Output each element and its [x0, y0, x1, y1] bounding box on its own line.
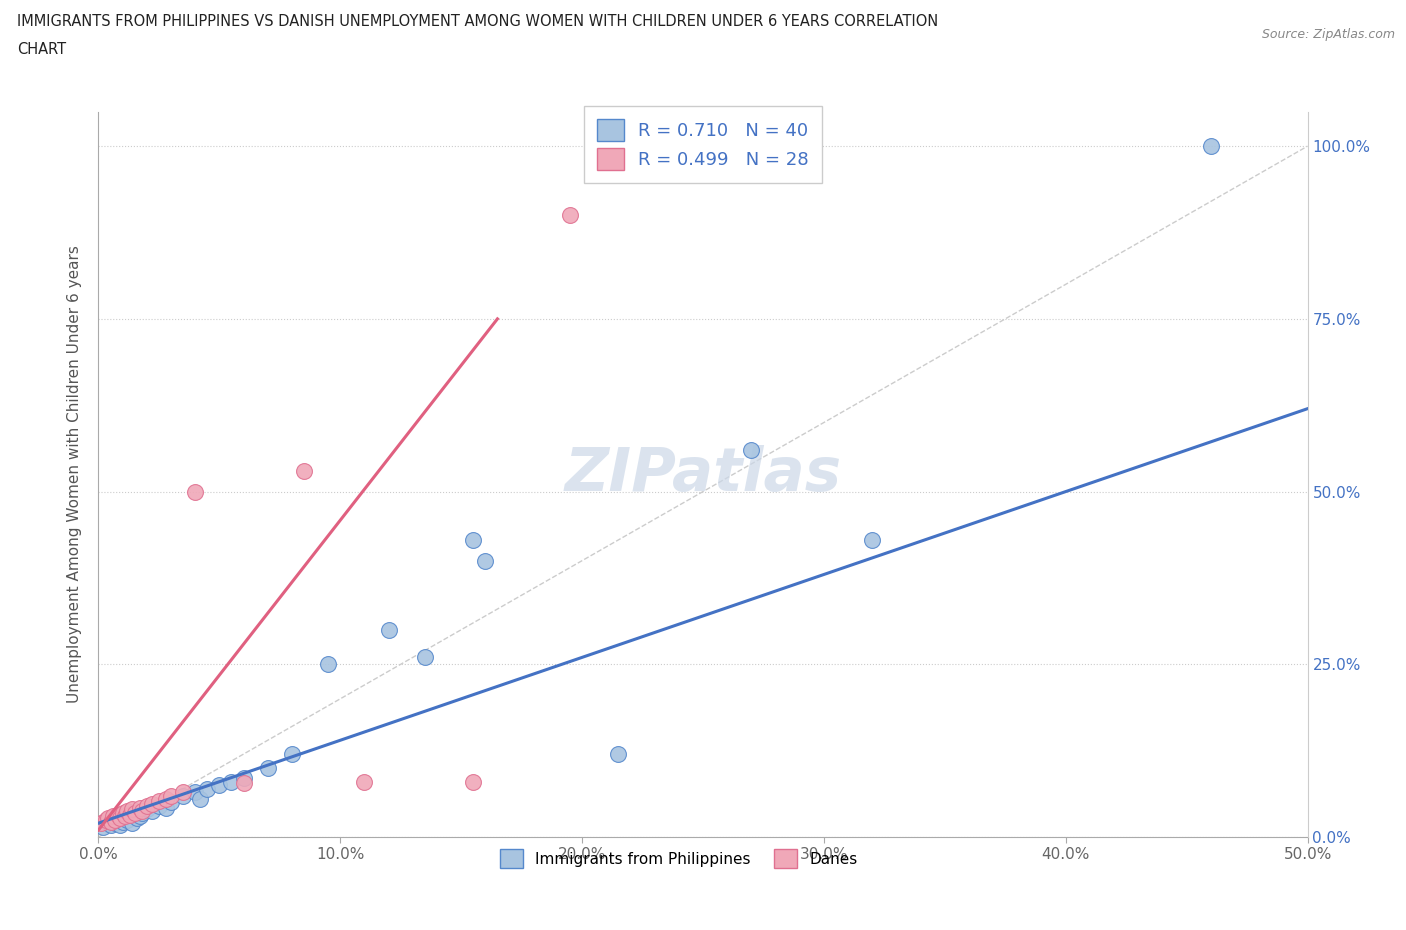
Point	[232, 776, 254, 790]
Point	[131, 804, 153, 818]
Point	[100, 817, 122, 832]
Point	[107, 807, 129, 822]
Point	[141, 804, 163, 818]
Point	[124, 805, 146, 820]
Point	[117, 812, 139, 827]
Point	[90, 816, 112, 830]
Point	[184, 785, 207, 800]
Legend: Immigrants from Philippines, Danes: Immigrants from Philippines, Danes	[488, 837, 869, 880]
Point	[281, 747, 304, 762]
Point	[155, 791, 177, 806]
Point	[160, 795, 183, 810]
Point	[97, 816, 120, 830]
Point	[377, 622, 399, 637]
Point	[118, 807, 141, 822]
Point	[135, 802, 157, 817]
Point	[184, 485, 207, 499]
Point	[148, 793, 170, 808]
Point	[121, 802, 143, 817]
Point	[860, 533, 883, 548]
Point	[111, 815, 134, 830]
Point	[292, 463, 315, 478]
Point	[107, 812, 129, 827]
Point	[104, 812, 127, 827]
Point	[135, 799, 157, 814]
Point	[188, 791, 211, 806]
Point	[127, 810, 149, 825]
Point	[118, 807, 141, 822]
Point	[114, 809, 136, 824]
Point	[101, 815, 124, 830]
Point	[121, 816, 143, 830]
Point	[117, 804, 139, 818]
Point	[316, 657, 339, 671]
Text: ZIPatlas: ZIPatlas	[564, 445, 842, 504]
Point	[128, 809, 150, 824]
Point	[172, 785, 194, 800]
Point	[160, 788, 183, 803]
Point	[740, 443, 762, 458]
Point	[91, 819, 114, 834]
Point	[111, 805, 134, 820]
Point	[108, 810, 131, 825]
Point	[131, 805, 153, 820]
Point	[94, 812, 117, 827]
Point	[607, 747, 630, 762]
Point	[124, 805, 146, 820]
Point	[463, 775, 485, 790]
Y-axis label: Unemployment Among Women with Children Under 6 years: Unemployment Among Women with Children U…	[67, 246, 83, 703]
Point	[474, 553, 496, 568]
Point	[101, 809, 124, 824]
Point	[111, 810, 134, 825]
Point	[195, 781, 218, 796]
Point	[148, 799, 170, 814]
Point	[172, 788, 194, 803]
Text: Source: ZipAtlas.com: Source: ZipAtlas.com	[1261, 28, 1395, 41]
Point	[114, 809, 136, 824]
Text: CHART: CHART	[17, 42, 66, 57]
Point	[97, 810, 120, 825]
Point	[232, 771, 254, 786]
Point	[128, 801, 150, 816]
Point	[463, 533, 485, 548]
Point	[1199, 139, 1222, 153]
Point	[353, 775, 375, 790]
Point	[208, 777, 231, 792]
Point	[413, 650, 436, 665]
Point	[221, 775, 243, 790]
Point	[155, 801, 177, 816]
Point	[141, 796, 163, 811]
Point	[108, 817, 131, 832]
Point	[256, 761, 278, 776]
Text: IMMIGRANTS FROM PHILIPPINES VS DANISH UNEMPLOYMENT AMONG WOMEN WITH CHILDREN UND: IMMIGRANTS FROM PHILIPPINES VS DANISH UN…	[17, 14, 938, 29]
Point	[104, 816, 127, 830]
Point	[100, 815, 122, 830]
Point	[558, 207, 581, 222]
